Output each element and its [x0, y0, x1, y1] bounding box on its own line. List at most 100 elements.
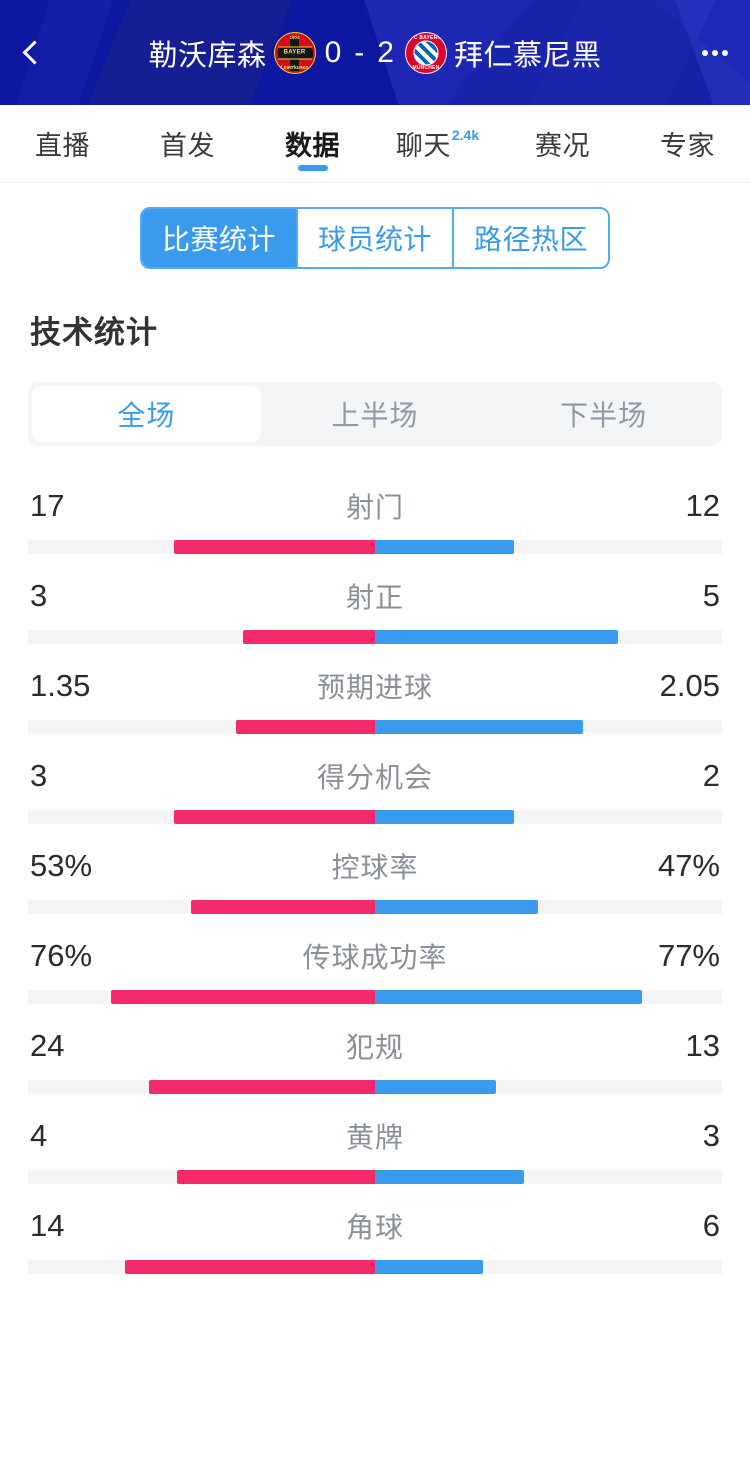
more-horizontal-icon [722, 49, 728, 56]
crest-center-text: BAYER [277, 46, 312, 59]
stat-bar-home-fill [173, 540, 375, 554]
stat-bar-track [28, 990, 722, 1004]
stat-bar-away-fill [375, 720, 584, 734]
stat-bar-track [28, 540, 722, 554]
stat-home-value: 4 [30, 1118, 48, 1153]
stat-row: 14 角球 6 [28, 1184, 722, 1274]
stat-away-value: 77% [657, 938, 720, 973]
stat-away-value: 12 [685, 488, 720, 523]
stat-away-value: 47% [657, 848, 720, 883]
segment-player-stats[interactable]: 球员统计 [297, 209, 454, 267]
segment-match-stats[interactable]: 比赛统计 [141, 209, 298, 267]
stat-bar-track [28, 810, 722, 824]
home-score: 0 [324, 35, 344, 69]
tab-experts[interactable]: 专家 [625, 105, 750, 183]
stat-label: 控球率 [331, 852, 419, 883]
stat-row: 3 得分机会 2 [28, 734, 722, 824]
match-header: 勒沃库森 1904 BAYER Leverkusen 0 - 2 FC BAYE… [0, 0, 750, 105]
tab-lineup[interactable]: 首发 [125, 105, 250, 183]
crest-top-text: FC BAYERN [410, 35, 442, 41]
stat-bar-home-fill [125, 1260, 375, 1274]
period-full-match[interactable]: 全场 [32, 386, 261, 442]
chevron-left-icon [21, 40, 47, 65]
stat-label: 射正 [345, 582, 404, 613]
home-team-name: 勒沃库森 [148, 39, 267, 72]
scoreline[interactable]: 勒沃库森 1904 BAYER Leverkusen 0 - 2 FC BAYE… [62, 31, 688, 74]
stat-row: 24 犯规 13 [28, 1004, 722, 1094]
stat-home-value: 24 [30, 1028, 65, 1063]
stat-away-value: 3 [702, 1118, 720, 1153]
stat-home-value: 3 [30, 758, 48, 793]
stat-bar-home-fill [191, 900, 375, 914]
stat-bar-track [28, 1260, 722, 1274]
stat-label: 黄牌 [345, 1122, 404, 1153]
stat-row: 53% 控球率 47% [28, 824, 722, 914]
stat-bar-home-fill [173, 810, 375, 824]
more-options-button[interactable] [688, 49, 750, 56]
stat-bar-home-fill [111, 990, 375, 1004]
stat-bar-track [28, 1080, 722, 1094]
stat-row: 76% 传球成功率 77% [28, 914, 722, 1004]
stats-view-switcher: 比赛统计 球员统计 路径热区 [139, 207, 611, 269]
tab-label: 专家 [660, 131, 715, 161]
main-tab-bar: 直播 首发 数据 聊天 2.4k 赛况 专家 [0, 105, 750, 183]
stat-label: 射门 [345, 492, 404, 523]
tab-match-report[interactable]: 赛况 [500, 105, 625, 183]
active-tab-indicator [297, 164, 328, 171]
stat-bar-home-fill [243, 630, 375, 644]
stat-home-value: 14 [30, 1208, 65, 1243]
stat-away-value: 2.05 [659, 668, 720, 703]
stat-bar-home-fill [149, 1080, 375, 1094]
stat-home-value: 1.35 [30, 668, 91, 703]
stat-bar-track [28, 1170, 722, 1184]
stat-away-value: 5 [702, 578, 720, 613]
score-separator: - [354, 35, 367, 69]
stat-label: 角球 [345, 1212, 404, 1243]
stat-bar-away-fill [375, 630, 618, 644]
stat-row: 1.35 预期进球 2.05 [28, 644, 722, 734]
stat-bar-track [28, 630, 722, 644]
stat-home-value: 53% [30, 848, 93, 883]
tab-live[interactable]: 直播 [0, 105, 125, 183]
stat-bar-away-fill [375, 1080, 497, 1094]
away-team-name: 拜仁慕尼黑 [453, 39, 602, 72]
stat-label: 得分机会 [316, 762, 433, 793]
crest-bottom-text: Leverkusen [280, 65, 309, 71]
stat-away-value: 13 [685, 1028, 720, 1063]
stat-bar-track [28, 720, 722, 734]
fc-bayern-munich-crest: FC BAYERN MÜNCHEN [404, 31, 447, 74]
period-selector: 全场 上半场 下半场 [28, 382, 722, 446]
tab-stats[interactable]: 数据 [250, 105, 375, 183]
segment-heatmap[interactable]: 路径热区 [454, 209, 609, 267]
stat-row: 3 射正 5 [28, 554, 722, 644]
stat-away-value: 2 [702, 758, 720, 793]
bayer-leverkusen-crest: 1904 BAYER Leverkusen [273, 31, 316, 74]
tab-label: 数据 [285, 131, 340, 161]
stat-home-value: 3 [30, 578, 48, 613]
more-horizontal-icon [702, 49, 708, 56]
stat-bar-away-fill [375, 1170, 525, 1184]
stat-bar-home-fill [236, 720, 375, 734]
back-button[interactable] [0, 0, 62, 105]
section-title: 技术统计 [30, 315, 158, 350]
stat-bar-track [28, 900, 722, 914]
crest-bottom-text: MÜNCHEN [412, 64, 440, 71]
stat-bar-away-fill [375, 810, 514, 824]
tab-label: 直播 [35, 131, 90, 161]
stat-bar-away-fill [375, 540, 514, 554]
stat-bar-away-fill [375, 1260, 483, 1274]
more-horizontal-icon [712, 49, 718, 56]
period-first-half[interactable]: 上半场 [331, 400, 419, 431]
period-second-half[interactable]: 下半场 [560, 400, 648, 431]
stats-view-switcher-wrap: 比赛统计 球员统计 路径热区 [0, 183, 750, 269]
stat-label: 预期进球 [316, 672, 433, 703]
stat-home-value: 17 [30, 488, 65, 523]
stat-label: 传球成功率 [302, 942, 448, 973]
stat-bar-away-fill [375, 990, 643, 1004]
tab-label: 首发 [160, 131, 215, 161]
crest-year: 1904 [289, 34, 300, 40]
stat-bar-home-fill [177, 1170, 375, 1184]
stat-bar-away-fill [375, 900, 539, 914]
tab-chat[interactable]: 聊天 2.4k [375, 105, 500, 183]
stat-row: 17 射门 12 [28, 464, 722, 554]
